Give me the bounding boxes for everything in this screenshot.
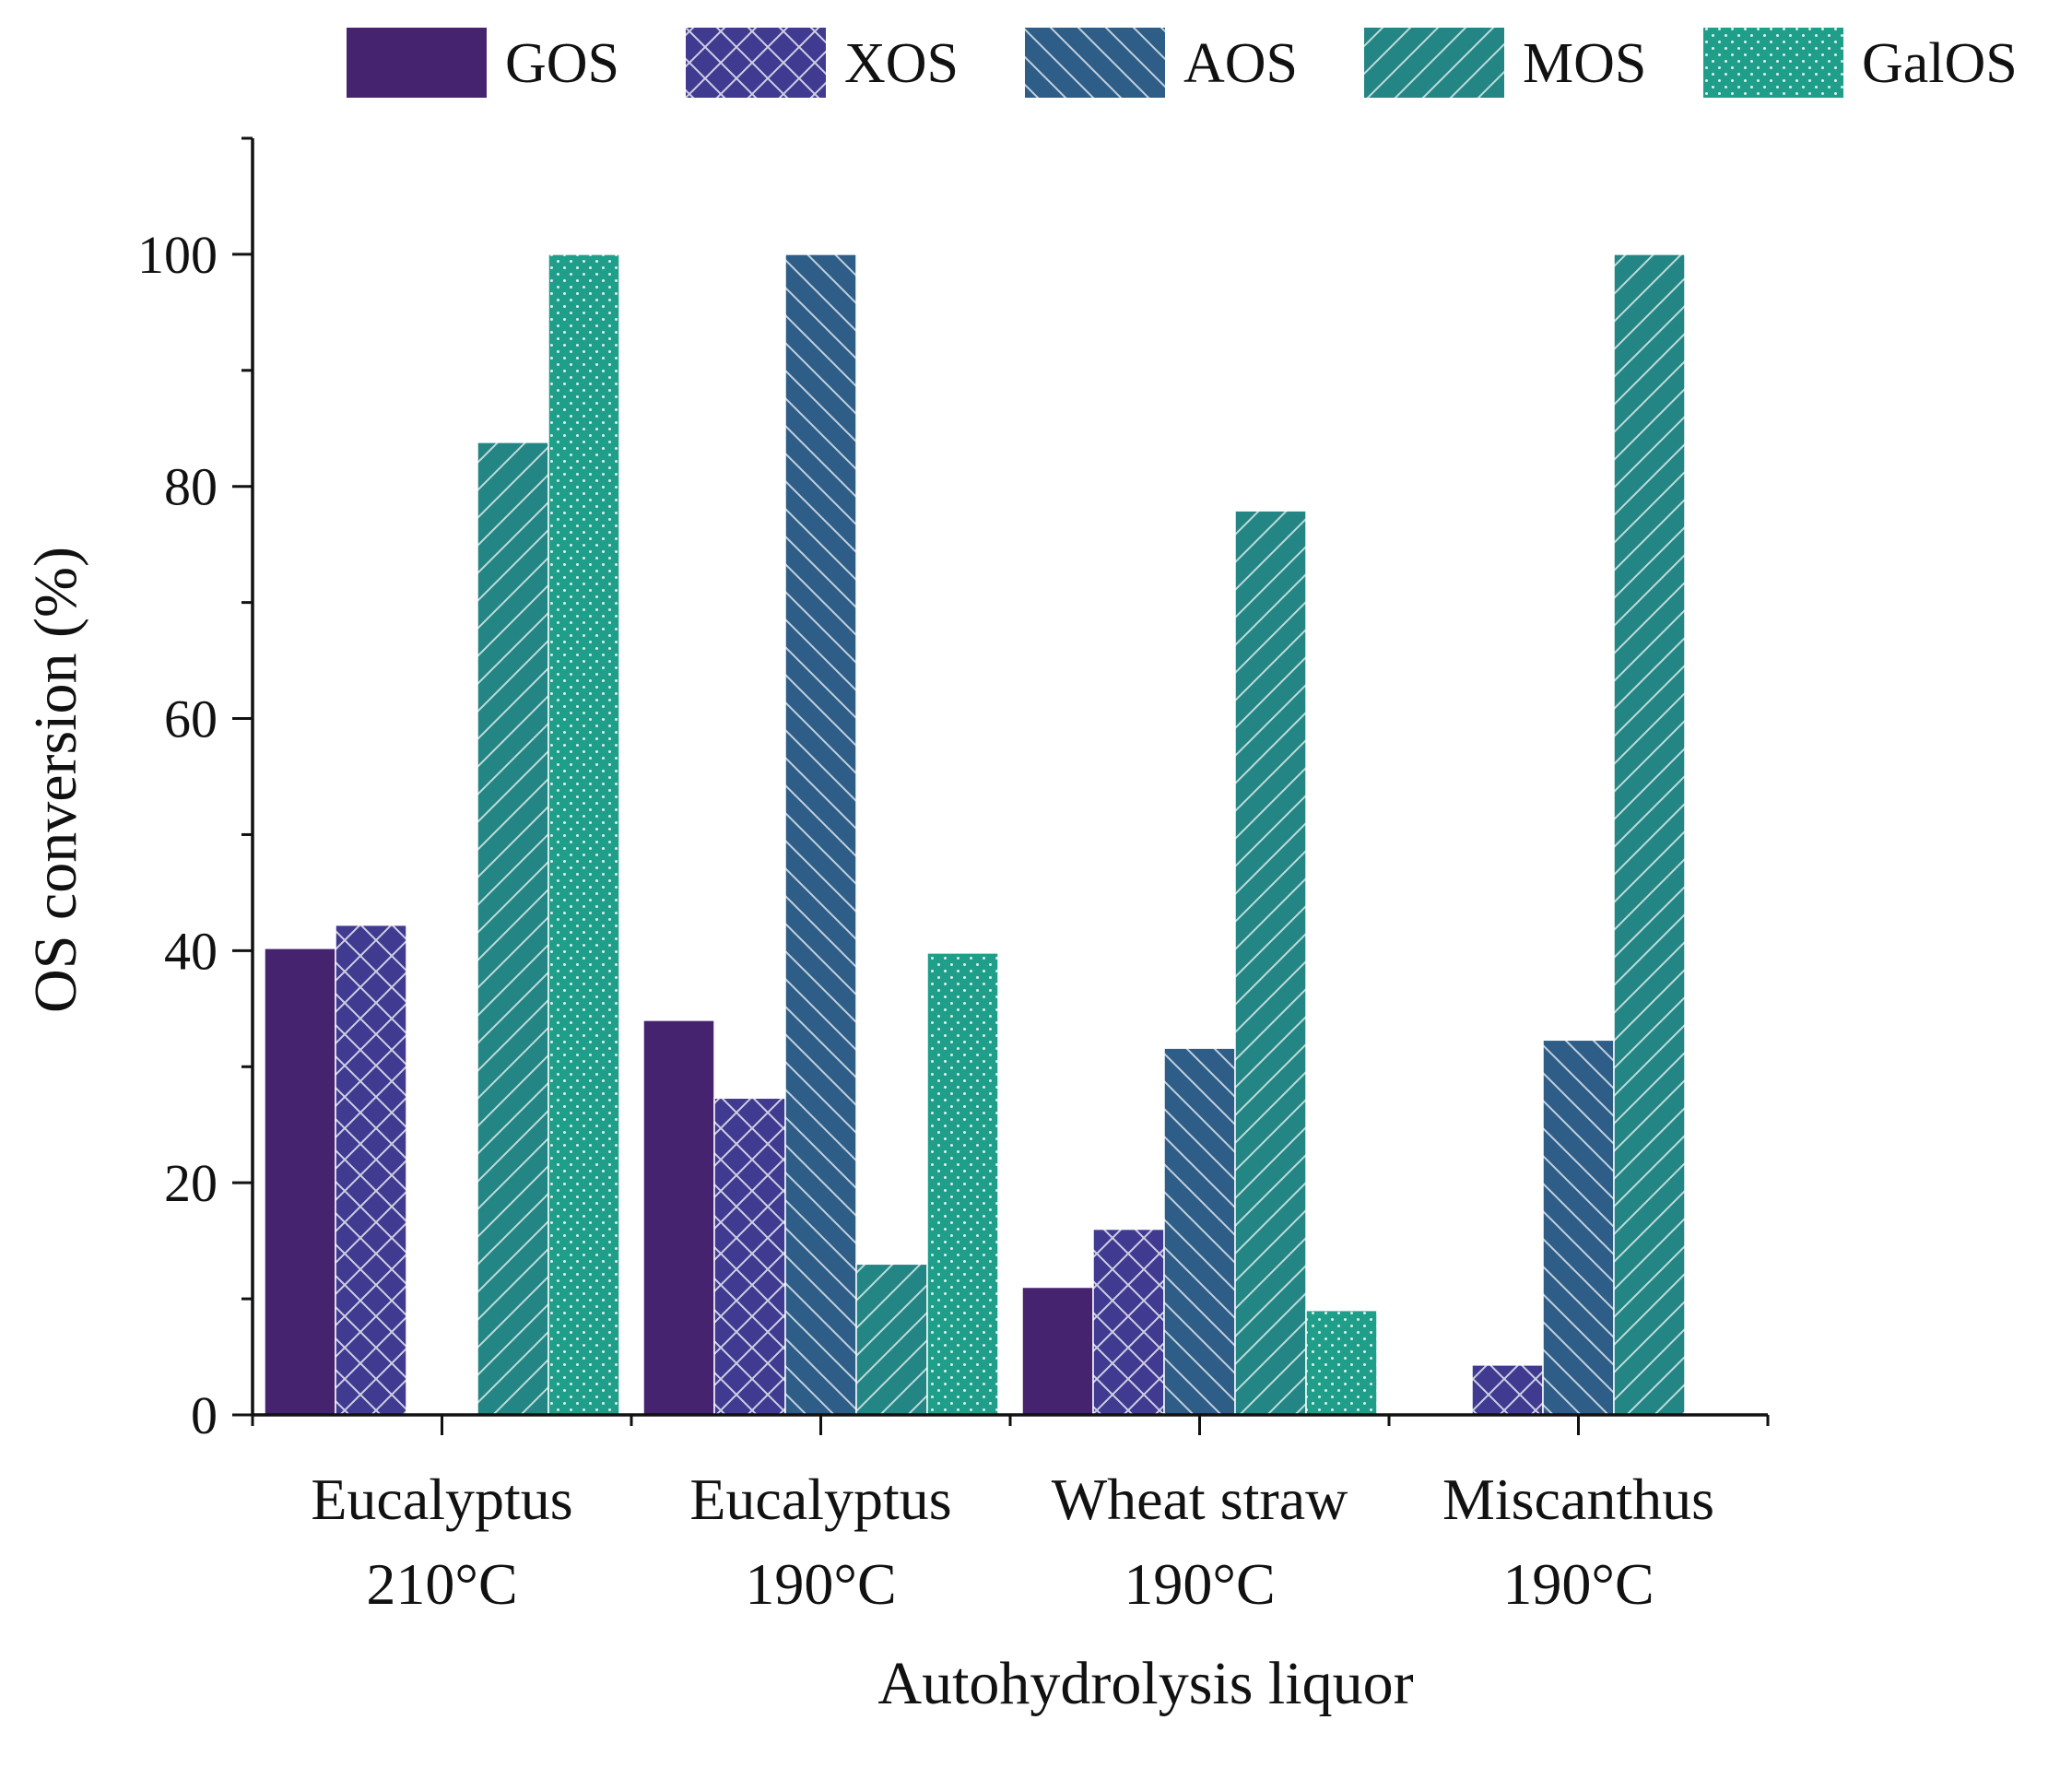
legend-swatch-mos (1364, 28, 1504, 98)
legend-swatch-xos (686, 28, 826, 98)
bar-xos-eucalyptus-210-c (335, 924, 407, 1416)
y-tick-label-40: 40 (164, 921, 218, 981)
legend-item-xos: XOS (686, 28, 959, 98)
bar-aos-eucalyptus-190-c (784, 253, 857, 1416)
bar-xos-wheat-straw-190-c (1092, 1228, 1165, 1416)
legend-label-aos: AOS (1183, 32, 1298, 95)
x-tick-label-miscanthus-190-c-line-1: Miscanthus (1442, 1467, 1714, 1532)
x-tick-label-wheat-straw-190-c-line-1: Wheat straw (1052, 1467, 1348, 1532)
y-tick-label-0: 0 (191, 1385, 218, 1445)
x-tick-label-eucalyptus-210-c-line-2: 210°C (366, 1551, 517, 1617)
legend-item-gos: GOS (347, 28, 619, 98)
bar-mos-wheat-straw-190-c (1234, 510, 1307, 1416)
x-tick-label-wheat-straw-190-c-line-2: 190°C (1124, 1551, 1275, 1617)
x-tick-label-eucalyptus-190-c-line-1: Eucalyptus (689, 1467, 951, 1532)
bar-galos-eucalyptus-210-c (547, 253, 620, 1416)
legend-label-xos: XOS (844, 32, 959, 95)
legend-swatch-gos (347, 28, 487, 98)
bar-mos-eucalyptus-210-c (477, 442, 549, 1416)
legend-swatch-aos (1025, 28, 1165, 98)
y-axis-title: OS conversion (%) (22, 547, 89, 1013)
bar-galos-eucalyptus-190-c (926, 952, 999, 1416)
legend-item-galos: GalOS (1703, 28, 2018, 98)
axes: 0 20 40 60 80 100 Eucalyptus 210°C Eucalyptus 190… (137, 136, 1770, 1617)
x-axis-title: Autohydrolysis liquor (877, 1650, 1413, 1717)
bar-xos-eucalyptus-190-c (713, 1097, 786, 1416)
bar-xos-miscanthus-190-c (1471, 1364, 1544, 1416)
legend-label-galos: GalOS (1862, 32, 2018, 95)
legend: GOS XOS AOS MOS GalOS (347, 28, 2018, 98)
legend-swatch-galos (1703, 28, 1843, 98)
legend-label-gos: GOS (505, 32, 619, 95)
bar-gos-eucalyptus-210-c (264, 948, 336, 1416)
y-tick-label-60: 60 (164, 689, 218, 749)
bar-aos-miscanthus-190-c (1542, 1039, 1615, 1416)
x-tick-label-eucalyptus-190-c-line-2: 190°C (745, 1551, 896, 1617)
x-tick-label-miscanthus-190-c-line-2: 190°C (1502, 1551, 1654, 1617)
legend-item-mos: MOS (1364, 28, 1646, 98)
bar-gos-eucalyptus-190-c (642, 1019, 715, 1416)
bar-mos-miscanthus-190-c (1613, 253, 1686, 1416)
x-tick-label-eucalyptus-210-c-line-1: Eucalyptus (311, 1467, 572, 1532)
legend-label-mos: MOS (1523, 32, 1646, 95)
bar-aos-wheat-straw-190-c (1163, 1047, 1236, 1416)
bar-galos-wheat-straw-190-c (1305, 1309, 1378, 1416)
bar-gos-wheat-straw-190-c (1021, 1286, 1094, 1416)
y-tick-label-20: 20 (164, 1153, 218, 1213)
bars (264, 253, 1686, 1416)
y-tick-label-100: 100 (137, 225, 218, 285)
bar-mos-eucalyptus-190-c (855, 1263, 928, 1416)
legend-item-aos: AOS (1025, 28, 1298, 98)
y-tick-label-80: 80 (164, 457, 218, 517)
